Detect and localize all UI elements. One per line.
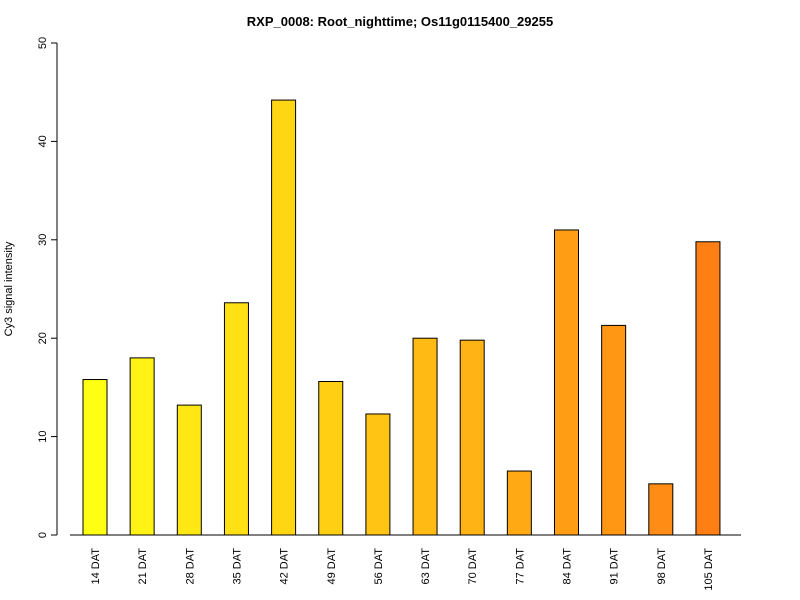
y-tick-label: 50 — [37, 37, 49, 49]
y-axis-label: Cy3 signal intensity — [3, 241, 15, 336]
x-tick-label: 49 DAT — [326, 548, 338, 585]
x-tick-label: 56 DAT — [373, 548, 385, 585]
bar-105-dat — [695, 241, 721, 536]
y-tick-label: 0 — [37, 532, 49, 538]
bar-14-dat — [82, 379, 108, 536]
bar-84-dat — [554, 229, 579, 536]
bar-70-dat — [459, 339, 485, 536]
bar-42-dat — [271, 99, 297, 536]
y-axis: 0 10 20 30 40 50 — [37, 37, 58, 538]
x-tick-label: 84 DAT — [562, 548, 574, 585]
x-tick-label: 42 DAT — [279, 548, 291, 585]
chart-title: RXP_0008: Root_nighttime; Os11g0115400_2… — [247, 14, 553, 29]
bar-77-dat — [506, 470, 532, 536]
x-tick-label: 63 DAT — [420, 548, 432, 585]
y-tick-label: 30 — [37, 234, 49, 246]
bar-49-dat — [318, 380, 344, 536]
x-tick-label: 70 DAT — [467, 548, 479, 585]
bar-21-dat — [129, 357, 155, 536]
x-tick-label: 105 DAT — [703, 548, 715, 591]
x-tick-label: 98 DAT — [656, 548, 668, 585]
bar-98-dat — [648, 483, 674, 536]
bar-28-dat — [176, 404, 202, 536]
bar-91-dat — [601, 324, 627, 536]
x-tick-label: 14 DAT — [90, 548, 102, 585]
x-tick-label: 21 DAT — [137, 548, 149, 585]
x-tick-label: 77 DAT — [514, 548, 526, 585]
bar-35-dat — [223, 302, 249, 536]
bars — [82, 99, 721, 536]
x-tick-labels: 14 DAT 21 DAT 28 DAT 35 DAT 42 DAT 49 DAT 56 D… — [90, 548, 715, 591]
y-tick-label: 40 — [37, 135, 49, 147]
y-tick-label: 20 — [37, 332, 49, 344]
x-tick-label: 28 DAT — [184, 548, 196, 585]
bar-56-dat — [365, 413, 391, 536]
y-tick-label: 10 — [37, 430, 49, 442]
bar-63-dat — [412, 337, 438, 536]
x-tick-label: 35 DAT — [231, 548, 243, 585]
x-tick-label: 91 DAT — [609, 548, 621, 585]
